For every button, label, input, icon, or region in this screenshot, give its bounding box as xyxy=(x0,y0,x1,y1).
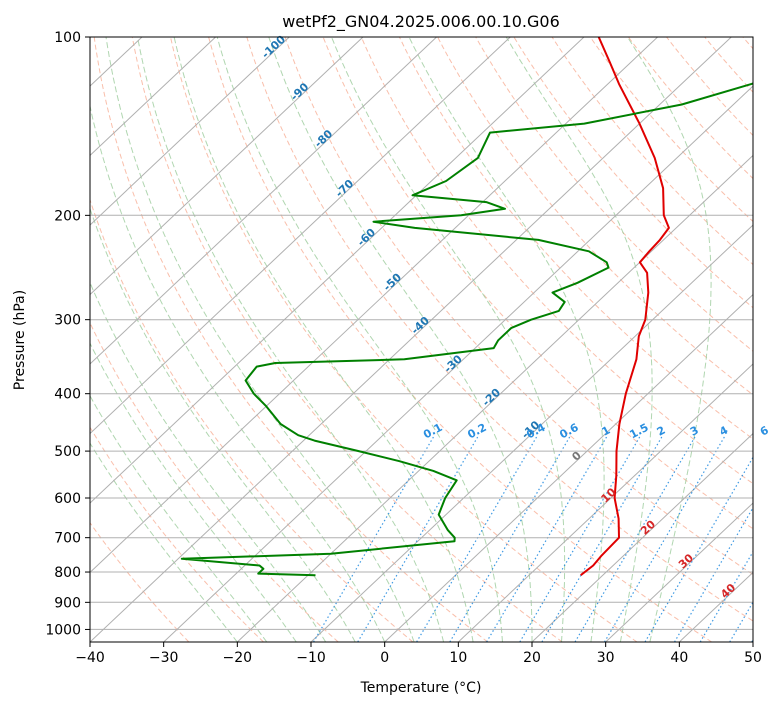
reference-lines xyxy=(0,37,753,642)
isotherm-line xyxy=(90,37,585,504)
temperature-line xyxy=(580,37,670,576)
x-tick-label: −30 xyxy=(149,650,179,666)
isotherm-line xyxy=(531,432,753,642)
moist-adiabat xyxy=(90,394,268,642)
isotherm-line xyxy=(90,37,216,157)
moist-adiabat xyxy=(90,342,297,642)
y-tick-label: 300 xyxy=(54,313,81,329)
dry-adiabat xyxy=(475,37,753,352)
isotherm-line xyxy=(752,641,753,642)
dry-adiabat xyxy=(90,426,264,642)
moist-adiabat xyxy=(105,37,415,642)
y-tick-label: 100 xyxy=(54,30,81,46)
isotherm-line xyxy=(90,37,290,226)
isotherm-line xyxy=(90,37,658,574)
plot-frame xyxy=(89,36,754,643)
isotherm-line xyxy=(90,37,364,296)
x-axis: −40 −30 −20 −10 0 10 20 30 40 50 xyxy=(75,642,762,666)
dry-adiabat xyxy=(90,198,414,642)
dry-adiabat xyxy=(437,37,753,396)
moist-adiabat xyxy=(90,442,238,642)
dry-adiabat xyxy=(131,37,563,642)
moist-adiabat xyxy=(137,37,445,642)
dry-adiabat xyxy=(90,521,190,642)
y-tick-label: 600 xyxy=(54,491,81,507)
moist-adiabat xyxy=(408,37,605,642)
y-tick-label: 700 xyxy=(54,531,81,547)
y-axis-label: Pressure (hPa) xyxy=(12,290,28,390)
dry-adiabat xyxy=(208,37,712,642)
mixing-ratio-line xyxy=(751,638,753,642)
y-axis: 100 200 300 400 500 600 700 800 900 1000 xyxy=(45,30,90,638)
isotherm-line xyxy=(384,293,753,642)
moist-adiabat xyxy=(90,207,356,642)
isotherm-line xyxy=(605,502,753,642)
x-axis-label: Temperature (°C) xyxy=(360,680,482,696)
dry-adiabat xyxy=(360,37,753,485)
dry-adiabat xyxy=(513,37,753,309)
isotherm-line xyxy=(90,37,437,365)
plot-background xyxy=(90,37,753,642)
x-tick-label: 20 xyxy=(523,650,541,666)
x-tick-label: 40 xyxy=(670,650,688,666)
y-tick-label: 900 xyxy=(54,595,81,611)
profile-lines xyxy=(180,37,753,577)
x-tick-label: 50 xyxy=(744,650,762,666)
isotherm-line xyxy=(236,154,753,642)
x-tick-label: 10 xyxy=(449,650,467,666)
dewpoint-line xyxy=(180,82,753,577)
moist-adiabat xyxy=(331,37,566,642)
mixing-ratio-label: 6 xyxy=(758,423,771,438)
isotherm-line xyxy=(90,37,732,642)
isotherm-line xyxy=(163,85,753,642)
isotherm-line xyxy=(90,37,511,435)
y-tick-label: 500 xyxy=(54,444,81,460)
chart-title: wetPf2_GN04.2025.006.00.10.G06 xyxy=(282,12,560,32)
y-tick-label: 400 xyxy=(54,387,81,403)
isotherm-line xyxy=(0,37,68,642)
moist-adiabat xyxy=(505,37,653,642)
moist-adiabat xyxy=(216,37,503,642)
dry-adiabat xyxy=(627,37,753,180)
isotherm-line xyxy=(457,363,753,642)
moist-adiabat xyxy=(173,37,474,642)
x-tick-label: −20 xyxy=(223,650,253,666)
dry-adiabat xyxy=(551,37,753,266)
dry-adiabat xyxy=(93,37,488,642)
y-tick-label: 200 xyxy=(54,208,81,224)
dry-adiabat xyxy=(90,321,339,642)
x-tick-label: 30 xyxy=(597,650,615,666)
moist-adiabat xyxy=(627,37,712,642)
moist-adiabat xyxy=(90,103,386,642)
moist-adiabat xyxy=(268,37,533,642)
x-tick-label: −40 xyxy=(75,650,105,666)
y-tick-label: 1000 xyxy=(45,622,81,638)
isotherm-line xyxy=(310,224,753,642)
y-tick-label: 800 xyxy=(54,565,81,581)
x-tick-label: 0 xyxy=(380,650,389,666)
x-tick-label: −10 xyxy=(296,650,326,666)
